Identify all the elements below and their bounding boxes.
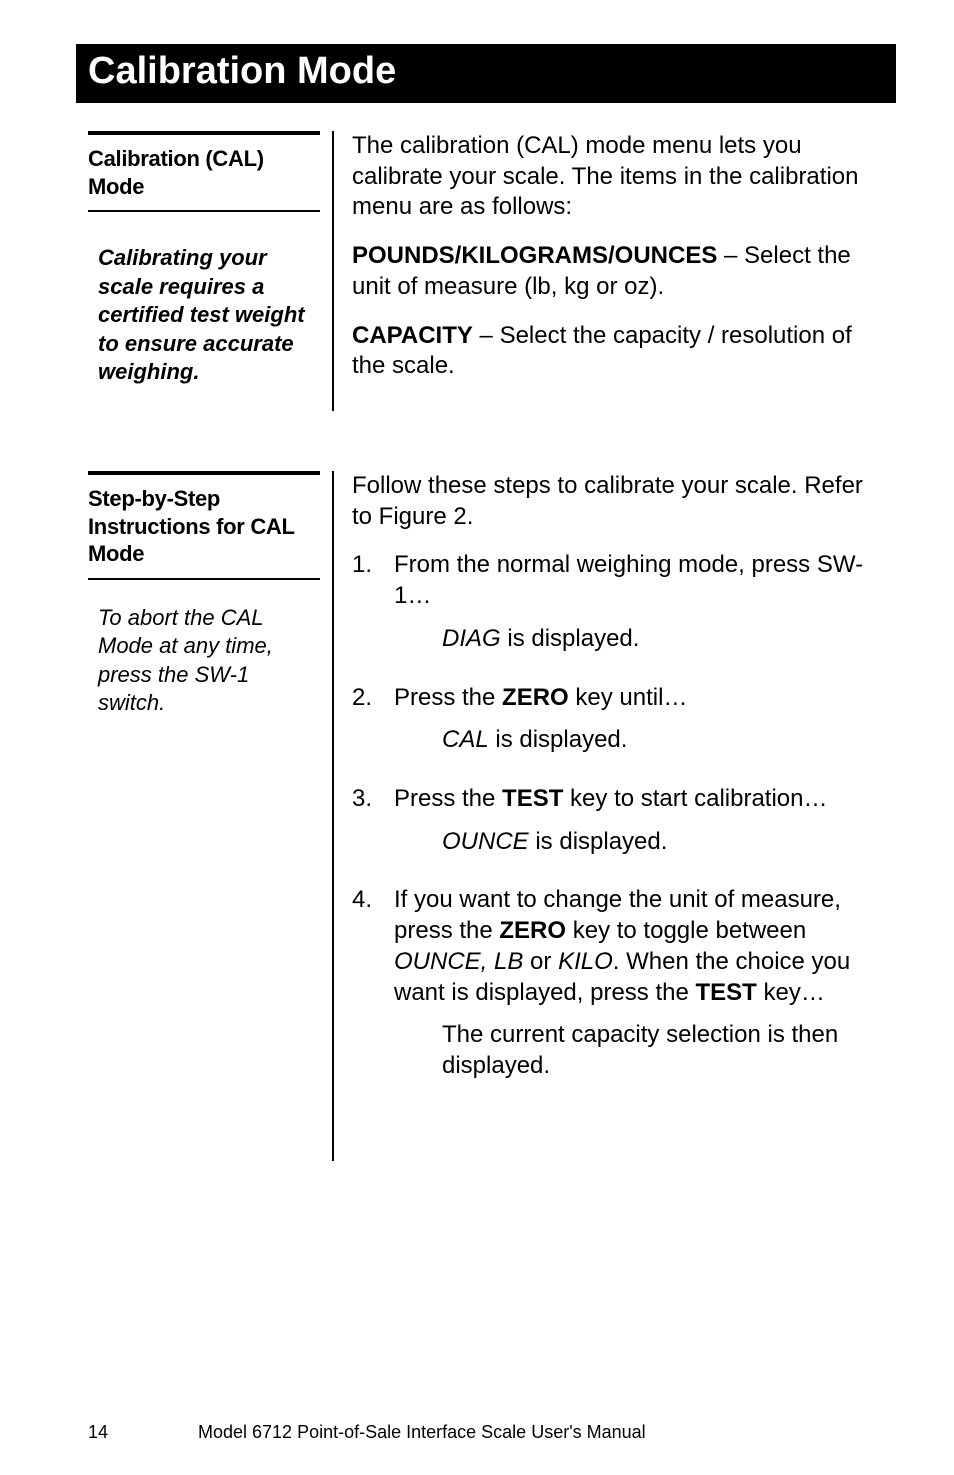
step-3-body: Press the TEST key to start calibration…… [394, 784, 884, 857]
step-2-body: Press the ZERO key until… CAL is display… [394, 683, 884, 756]
step-3-sub-i: OUNCE [442, 828, 529, 855]
step-4-d: OUNCE, LB [394, 948, 523, 975]
note-abort: To abort the CAL Mode at any time, press… [88, 604, 320, 718]
note-calibrating: Calibrating your scale requires a certif… [88, 244, 320, 387]
section-cal-mode: Calibration (CAL) Mode Calibrating your … [88, 131, 884, 411]
step-2-b: ZERO [502, 684, 569, 711]
step-2-num: 2. [352, 683, 394, 756]
step-1-text: From the normal weighing mode, press SW-… [394, 551, 863, 609]
heading-cal-mode: Calibration (CAL) Mode [88, 131, 320, 212]
step-4-sub: The current capacity selection is then d… [442, 1020, 884, 1081]
sidebar-2: Step-by-Step Instructions for CAL Mode T… [88, 471, 332, 718]
step-4-f: KILO [558, 948, 613, 975]
step-2-c: key until… [569, 684, 688, 711]
heading-steps: Step-by-Step Instructions for CAL Mode [88, 471, 320, 580]
step-1-num: 1. [352, 550, 394, 654]
step-4-body: If you want to change the unit of measur… [394, 885, 884, 1081]
step-3-c: key to start calibration… [563, 785, 827, 812]
step-4: 4. If you want to change the unit of mea… [352, 885, 884, 1081]
step-2: 2. Press the ZERO key until… CAL is disp… [352, 683, 884, 756]
step-2-a: Press the [394, 684, 502, 711]
footer: 14 Model 6712 Point-of-Sale Interface Sc… [88, 1422, 884, 1443]
body-2: Follow these steps to calibrate your sca… [352, 471, 884, 1110]
step-4-h: TEST [696, 979, 757, 1006]
sidebar-1: Calibration (CAL) Mode Calibrating your … [88, 131, 332, 387]
step-1-body: From the normal weighing mode, press SW-… [394, 550, 884, 654]
pounds-label: POUNDS/KILOGRAMS/OUNCES [352, 242, 717, 269]
step-1-sub-r: is displayed. [501, 625, 640, 652]
step-2-sub: CAL is displayed. [442, 725, 884, 756]
pounds-line: POUNDS/KILOGRAMS/OUNCES – Select the uni… [352, 241, 884, 302]
footer-text: Model 6712 Point-of-Sale Interface Scale… [198, 1422, 884, 1443]
step-1-sub-i: DIAG [442, 625, 501, 652]
step-3-sub-r: is displayed. [529, 828, 668, 855]
step-4-c: key to toggle between [566, 917, 806, 944]
step-3-a: Press the [394, 785, 502, 812]
page-title-banner: Calibration Mode [76, 44, 896, 103]
step-3-num: 3. [352, 784, 394, 857]
step-3-sub: OUNCE is displayed. [442, 827, 884, 858]
steps-intro: Follow these steps to calibrate your sca… [352, 471, 884, 532]
step-1-sub: DIAG is displayed. [442, 624, 884, 655]
step-2-sub-r: is displayed. [489, 726, 628, 753]
step-3: 3. Press the TEST key to start calibrati… [352, 784, 884, 857]
divider-1 [332, 131, 334, 411]
step-4-e: or [523, 948, 558, 975]
page-number: 14 [88, 1422, 198, 1443]
capacity-label: CAPACITY [352, 322, 473, 349]
step-4-num: 4. [352, 885, 394, 1081]
divider-2 [332, 471, 334, 1161]
step-4-i: key… [757, 979, 825, 1006]
step-3-b: TEST [502, 785, 563, 812]
step-4-b: ZERO [499, 917, 566, 944]
intro-text: The calibration (CAL) mode menu lets you… [352, 131, 884, 223]
step-2-sub-i: CAL [442, 726, 489, 753]
capacity-line: CAPACITY – Select the capacity / resolut… [352, 321, 884, 382]
page: Calibration Mode Calibration (CAL) Mode … [0, 0, 954, 1475]
section-steps: Step-by-Step Instructions for CAL Mode T… [88, 471, 884, 1161]
step-1: 1. From the normal weighing mode, press … [352, 550, 884, 654]
body-1: The calibration (CAL) mode menu lets you… [352, 131, 884, 400]
